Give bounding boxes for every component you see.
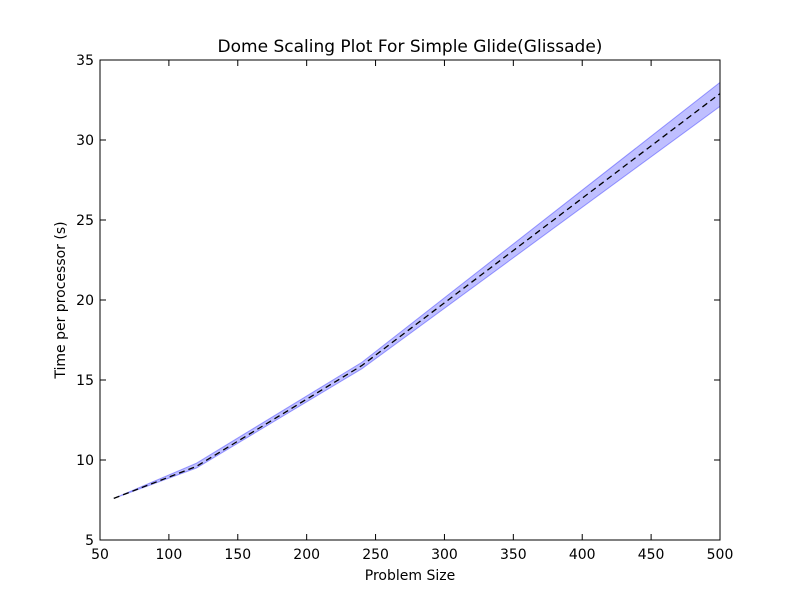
y-tick-label: 5 (85, 533, 94, 549)
x-tick-label: 100 (156, 547, 183, 563)
y-tick-label: 20 (76, 293, 94, 309)
x-tick-label: 350 (500, 547, 527, 563)
y-tick-label: 30 (76, 133, 94, 149)
series-lines (113, 93, 721, 500)
series-line-0 (113, 93, 721, 500)
x-tick-label: 500 (707, 547, 734, 563)
x-axis-label: Problem Size (365, 568, 455, 584)
confidence-bands (113, 81, 721, 499)
y-tick-label: 15 (76, 373, 94, 389)
y-tick-label: 35 (76, 53, 94, 69)
y-axis-label: Time per processor (s) (53, 221, 69, 379)
chart-title: Dome Scaling Plot For Simple Glide(Gliss… (218, 37, 603, 57)
y-tick-label: 10 (76, 453, 94, 469)
x-tick-label: 300 (431, 547, 458, 563)
axis-ticks: 50 100 150 200 250 300 350 400 450 500 5 10 15 20 25 30… (76, 53, 733, 563)
x-tick-label: 200 (293, 547, 320, 563)
confidence-band-0 (113, 81, 721, 499)
x-tick-label: 50 (91, 547, 109, 563)
x-tick-label: 450 (638, 547, 665, 563)
x-tick-label: 400 (569, 547, 596, 563)
x-tick-label: 150 (224, 547, 251, 563)
x-tick-label: 250 (362, 547, 389, 563)
y-tick-label: 25 (76, 213, 94, 229)
